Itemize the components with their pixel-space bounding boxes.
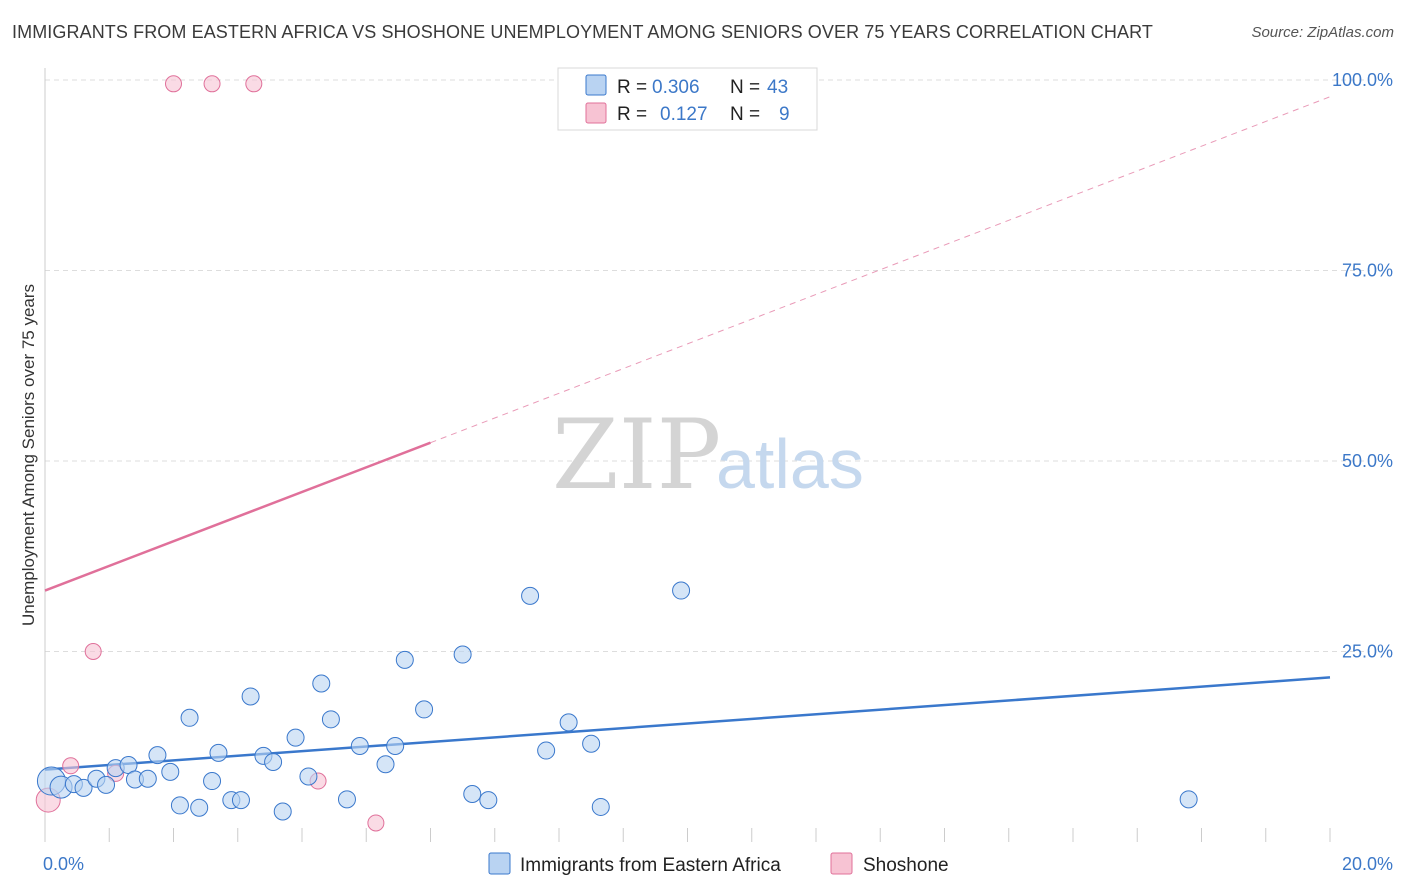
data-point-eastern-africa xyxy=(312,674,331,693)
data-point-shoshone xyxy=(367,814,385,832)
data-point-eastern-africa xyxy=(395,650,414,669)
y-tick-label: 75.0% xyxy=(1342,261,1393,281)
series-legend-label-shoshone: Shoshone xyxy=(863,855,949,876)
data-point-eastern-africa xyxy=(170,796,189,815)
legend-r-value: 0.127 xyxy=(660,104,708,125)
y-tick-label: 100.0% xyxy=(1332,70,1393,90)
data-point-eastern-africa xyxy=(415,700,434,719)
data-point-eastern-africa xyxy=(672,581,691,600)
watermark: ZIP atlas xyxy=(552,399,864,511)
data-point-eastern-africa xyxy=(209,743,228,762)
legend-n-value: 9 xyxy=(779,104,790,125)
data-point-eastern-africa xyxy=(299,767,318,786)
series-legend-swatch-shoshone xyxy=(830,852,853,875)
data-point-eastern-africa xyxy=(190,798,209,817)
axes xyxy=(44,68,1331,842)
data-point-shoshone xyxy=(203,75,221,93)
data-point-eastern-africa xyxy=(203,772,222,791)
data-point-eastern-africa xyxy=(161,762,180,781)
data-point-eastern-africa xyxy=(241,687,260,706)
data-point-eastern-africa xyxy=(386,736,405,755)
data-point-eastern-africa xyxy=(537,741,556,760)
legend-r-label: R = xyxy=(617,77,647,98)
data-point-eastern-africa xyxy=(463,784,482,803)
data-point-eastern-africa xyxy=(582,734,601,753)
data-point-shoshone xyxy=(165,75,182,93)
data-point-eastern-africa xyxy=(591,797,610,816)
data-point-eastern-africa xyxy=(559,713,578,732)
data-point-eastern-africa xyxy=(1179,790,1198,809)
data-point-shoshone xyxy=(62,757,80,775)
chart-source: Source: ZipAtlas.com xyxy=(1251,24,1394,41)
legend-n-value: 43 xyxy=(767,77,788,98)
data-point-eastern-africa xyxy=(479,791,498,810)
data-point-eastern-africa xyxy=(521,586,540,605)
y-tick-labels: 25.0% 50.0% 75.0% 100.0% xyxy=(1332,70,1393,662)
watermark-atlas: atlas xyxy=(716,425,864,503)
y-tick-label: 25.0% xyxy=(1342,642,1393,662)
data-point-eastern-africa xyxy=(148,746,167,765)
x-tick-labels: 0.0% 20.0% xyxy=(43,854,1393,874)
x-tick-label: 0.0% xyxy=(43,854,84,874)
y-axis-title: Unemployment Among Seniors over 75 years xyxy=(19,284,38,626)
data-point-eastern-africa xyxy=(337,790,356,809)
data-point-eastern-africa xyxy=(74,778,93,797)
data-point-eastern-africa xyxy=(97,775,116,794)
legend-r-label: R = xyxy=(617,104,647,125)
data-point-eastern-africa xyxy=(453,645,472,664)
data-point-eastern-africa xyxy=(376,755,395,774)
grid-lines xyxy=(45,79,1370,652)
data-point-eastern-africa xyxy=(286,728,305,747)
data-point-eastern-africa xyxy=(138,769,157,788)
data-point-eastern-africa xyxy=(231,791,250,810)
legend-n-label: N = xyxy=(730,77,760,98)
chart-title: IMMIGRANTS FROM EASTERN AFRICA VS SHOSHO… xyxy=(12,22,1153,42)
data-point-shoshone xyxy=(245,75,263,93)
x-tick-label: 20.0% xyxy=(1342,854,1393,874)
series-legend-swatch-eastern-africa xyxy=(488,852,511,875)
legend-n-label: N = xyxy=(730,104,760,125)
legend-r-value: 0.306 xyxy=(652,77,700,98)
data-point-eastern-africa xyxy=(180,708,199,727)
data-point-eastern-africa xyxy=(321,710,340,729)
series-legend: Immigrants from Eastern Africa Shoshone xyxy=(488,852,949,876)
correlation-legend: R = 0.306 N = 43 R = 0.127 N = 9 xyxy=(557,67,818,131)
trend-line-shoshone xyxy=(44,441,431,592)
trend-line-shoshone-extension xyxy=(430,96,1331,444)
legend-swatch-shoshone xyxy=(585,102,607,124)
data-point-eastern-africa xyxy=(264,752,283,771)
data-point-eastern-africa xyxy=(350,736,369,755)
y-tick-label: 50.0% xyxy=(1342,451,1393,471)
legend-swatch-eastern-africa xyxy=(585,74,607,96)
data-points xyxy=(35,75,1198,832)
trend-line-eastern-africa xyxy=(44,676,1331,771)
data-point-eastern-africa xyxy=(273,802,292,821)
watermark-zip: ZIP xyxy=(552,399,721,511)
data-point-shoshone xyxy=(84,643,102,660)
series-legend-label-eastern-africa: Immigrants from Eastern Africa xyxy=(520,855,781,876)
